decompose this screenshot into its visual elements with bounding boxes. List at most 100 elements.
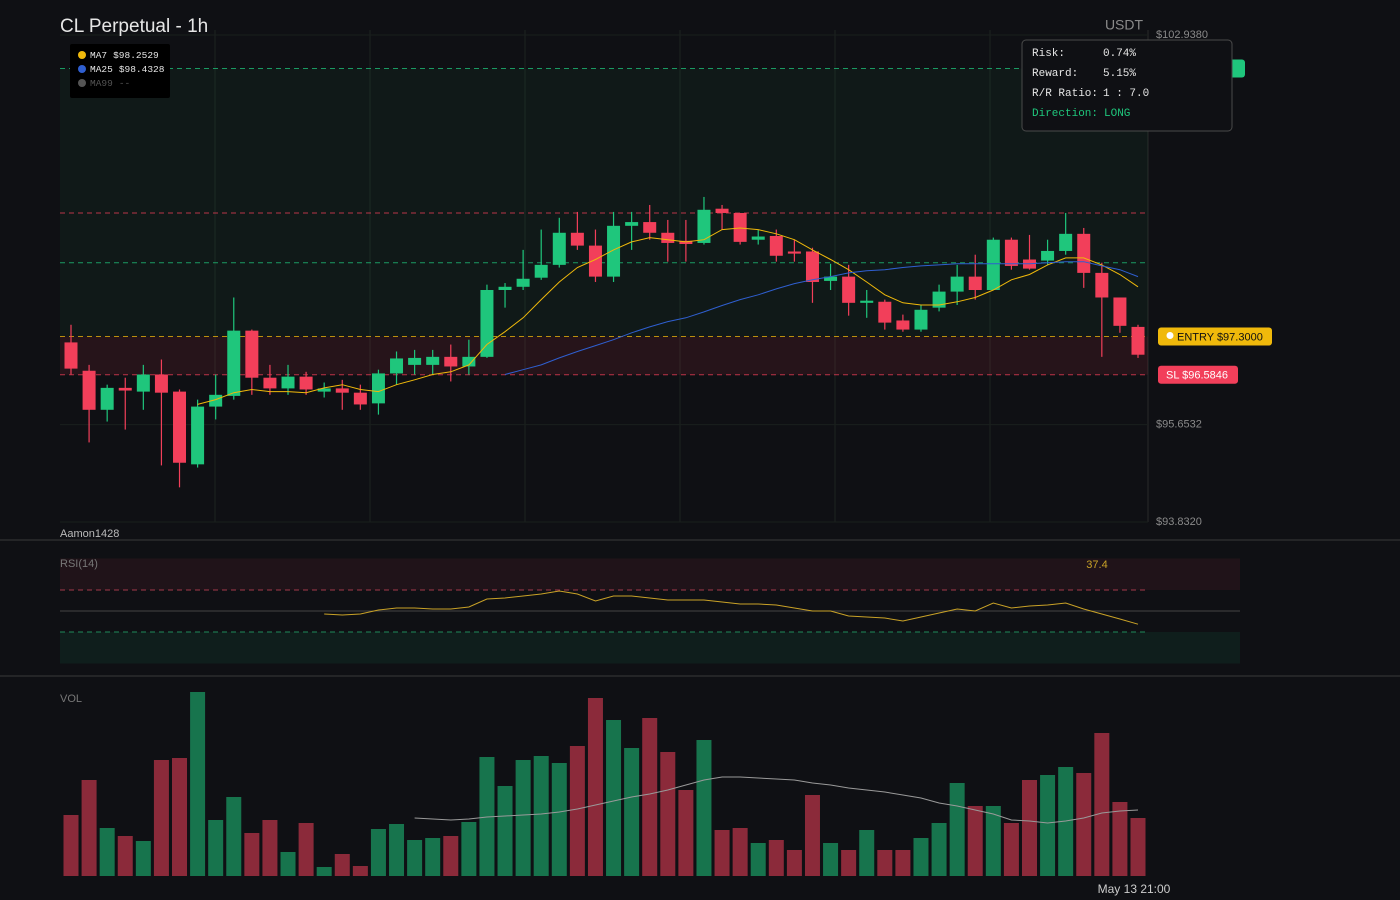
volume-bar [135,841,151,876]
candle-body [986,239,1000,290]
candle-wick [1028,234,1031,270]
volume-bar [334,854,350,876]
candle-wick [160,359,163,466]
entry-badge [1158,327,1272,346]
candle-body [317,388,331,392]
candle-body [263,377,277,389]
info-value: LONG [1104,108,1130,120]
volume-ma-line [414,776,1139,824]
volume-bar [1130,818,1146,876]
volume-bar [696,740,712,876]
candle-body [371,373,385,404]
candle-body [950,276,964,292]
candle-body [118,387,132,391]
candle-body [769,235,783,256]
candle-body [733,212,747,242]
volume-bar [551,763,567,876]
candle-body [444,356,458,367]
info-label: Risk: [1032,48,1065,60]
candle-body [462,356,476,367]
volume-bar [768,840,784,876]
candle-body [480,289,494,357]
info-value: 0.74% [1103,48,1136,60]
legend-entry: MA7 $98.2529 [90,50,159,61]
volume-bar [407,840,423,876]
volume-bar [931,823,947,876]
volume-bar [63,815,79,876]
volume-bar [823,843,839,876]
volume-bar [660,752,676,876]
candle-body [914,309,928,330]
volume-bar [1003,823,1019,876]
rsi-value: 37.4 [1086,559,1107,571]
volume-bar [298,823,314,876]
legend-entry: MA99 -- [90,78,130,89]
volume-bar [606,720,622,876]
volume-bar [425,838,441,876]
candle-body [353,392,367,405]
volume-bar [208,820,224,876]
volume-bar [515,760,531,876]
legend-marker [78,65,86,73]
volume-bar [316,867,332,876]
volume-bar [624,748,640,876]
candle-body [1113,297,1127,326]
legend-box [70,44,170,98]
volume-bar [280,852,296,876]
legend-marker [78,79,86,87]
front-layer: $102.9380 $95.6532 $93.8320 ENTRY $97.3000 S… [64,29,1272,824]
candle-wick [721,204,723,230]
candle-body [136,374,150,392]
candle-body [625,222,639,226]
entry-label: ENTRY $97.3000 [1177,331,1263,343]
legend-name: MA7 [90,50,107,61]
tooltip-box [1021,39,1233,132]
volume-bar [877,850,893,876]
legend-name: MA99 [90,78,113,89]
volume-bar [99,828,115,876]
candle-body [100,387,114,410]
volume-bar [226,797,242,876]
volume-bar [714,830,730,876]
legend-entry: MA25 $98.4328 [90,64,165,75]
candle-body [552,232,566,265]
candle-body [787,251,801,254]
candle-body [643,222,657,233]
candle-body [751,236,765,240]
volume-bar [461,822,477,876]
candle-body [281,376,295,389]
volume-bar [804,795,820,876]
volume-bar [750,843,766,876]
candle-wick [866,289,868,318]
candle-body [390,358,404,374]
candle-wick [124,377,126,430]
chart-title: CL Perpetual - 1h [60,16,208,37]
info-label: R/R Ratio: [1032,88,1098,100]
candle-body [64,342,78,369]
candle-body [408,357,422,365]
candle-body [516,278,530,287]
candle-body [860,300,874,303]
info-value: 5.15% [1103,68,1136,80]
candle-body [588,245,602,277]
back-layer [60,34,1240,876]
volume-bar [244,833,260,876]
ma-line [197,227,1139,405]
volume-bar [352,866,368,876]
candle-wick [1065,212,1067,255]
entry-dot [1166,332,1174,340]
currency: USDT [1105,17,1144,33]
volume-bar [190,692,206,876]
trade-tooltip: Risk: 0.74% Reward: 5.15% R/R Ratio: 1 : 7.0 D… [1021,39,1233,132]
volume-bar [1076,773,1092,876]
legend-value: $98.2529 [113,50,159,61]
legend-name: MA25 [90,64,113,75]
candle-body [805,251,819,282]
candle-wick [504,283,506,308]
volume-bar [732,828,748,876]
volume-bar [1094,733,1110,876]
legend-marker [78,51,86,59]
candle-body [968,276,982,290]
candle-body [245,330,259,378]
